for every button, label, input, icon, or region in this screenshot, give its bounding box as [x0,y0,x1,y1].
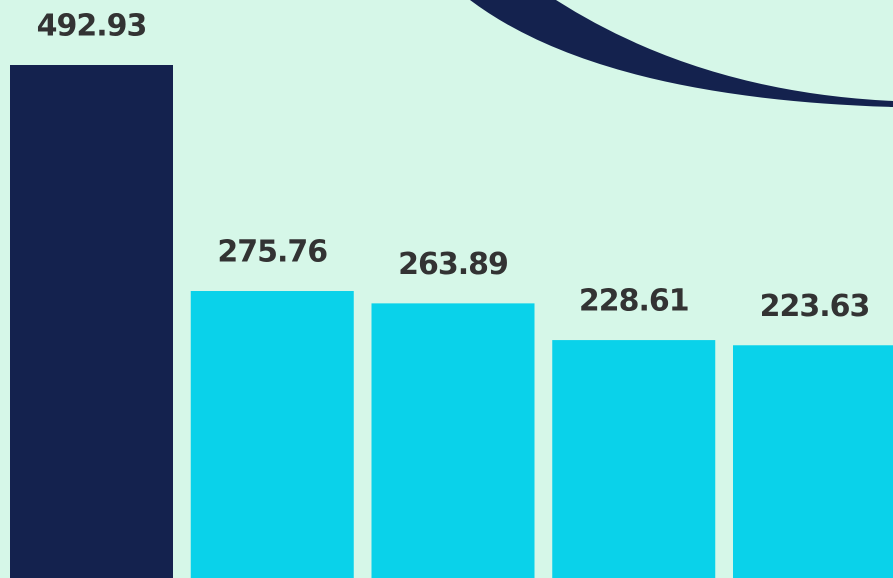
bar [552,340,716,578]
value-label: 492.93 [37,9,147,44]
decorative-arc [470,0,893,107]
value-label: 263.89 [398,247,508,282]
bar [733,345,893,578]
bar [10,65,173,578]
value-label: 228.61 [579,284,689,319]
bar [190,291,354,578]
value-label: 223.63 [760,289,870,324]
value-label: 275.76 [217,235,327,270]
bar [371,303,535,578]
